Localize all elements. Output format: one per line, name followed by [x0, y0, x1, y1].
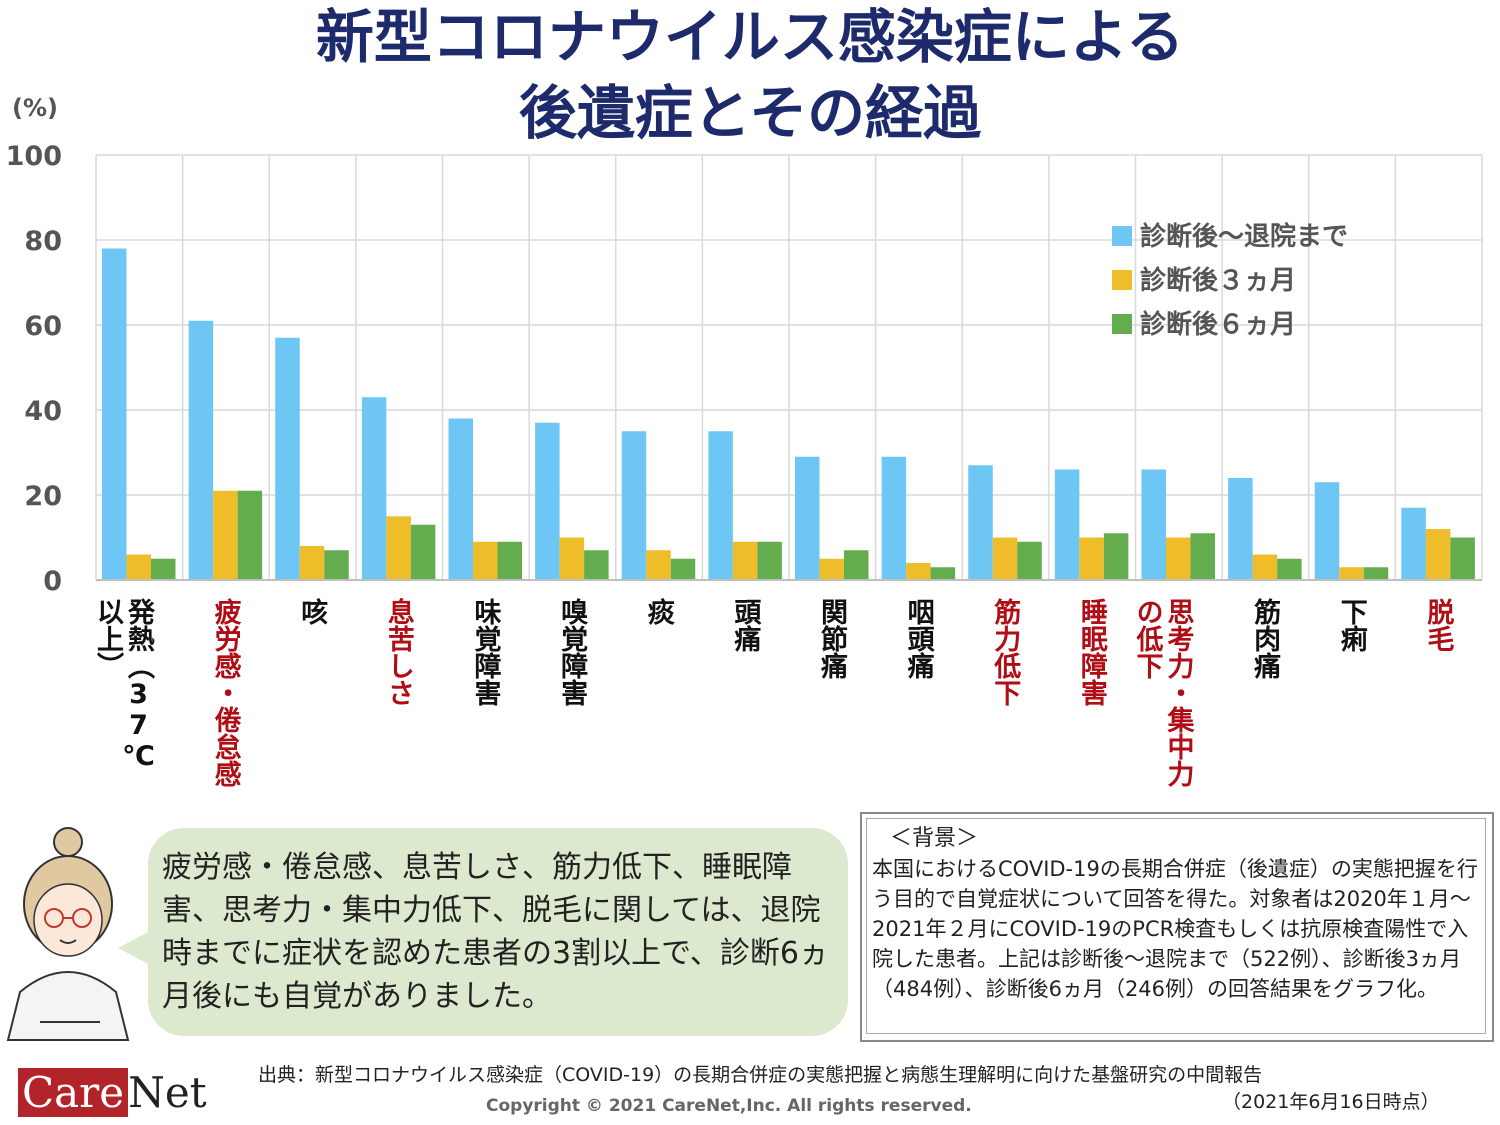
source-citation: 出典：新型コロナウイルス感染症（COVID-19）の長期合併症の実態把握と病態生…: [258, 1064, 1263, 1086]
bar: [1314, 482, 1340, 580]
speech-bubble-text: 疲労感・倦怠感、息苦しさ、筋力低下、睡眠障害、思考力・集中力低下、脱毛に関しては…: [162, 850, 829, 1014]
chart-title-line1: 新型コロナウイルス感染症による: [315, 3, 1185, 71]
bar: [670, 558, 696, 580]
logo-net: Net: [128, 1068, 207, 1117]
x-category-label: 下痢: [1335, 598, 1367, 652]
x-category-label: 脱毛: [1422, 598, 1454, 652]
bar: [1141, 469, 1166, 580]
bar: [497, 541, 522, 580]
bar: [992, 537, 1018, 580]
bar: [1252, 554, 1278, 580]
bar: [584, 550, 609, 580]
bar: [275, 337, 300, 580]
bar: [1339, 567, 1364, 580]
legend-swatch: [1112, 270, 1132, 290]
bar: [126, 554, 151, 580]
legend-label: 診断後～退院まで: [1140, 221, 1348, 252]
carenet-logo: CareNet: [18, 1068, 207, 1117]
bar: [448, 418, 473, 580]
source-date: （2021年6月16日時点）: [1222, 1091, 1440, 1113]
speech-bubble-tail: [118, 930, 152, 966]
x-category-label: 味覚障害: [469, 598, 501, 706]
bar: [1190, 533, 1215, 580]
x-category-label: 息苦しさ: [382, 598, 414, 706]
bar: [1401, 507, 1426, 580]
bar: [1228, 478, 1253, 580]
bar: [732, 541, 758, 580]
copyright-notice: Copyright © 2021 CareNet,Inc. All rights…: [486, 1096, 972, 1116]
bar: [188, 320, 214, 580]
legend-swatch: [1112, 226, 1132, 246]
y-tick-label: 40: [24, 396, 62, 427]
bar: [881, 456, 907, 580]
background-text: 本国におけるCOVID-19の長期合併症（後遺症）の実態把握を行う目的で自覚症状…: [872, 857, 1478, 1001]
x-category-label: 頭痛: [729, 598, 761, 652]
bar: [1277, 558, 1302, 580]
logo-care: Care: [18, 1068, 129, 1117]
bar: [930, 567, 956, 580]
legend-label: 診断後６ヵ月: [1140, 309, 1296, 340]
x-category-label: 疲労感・倦怠感: [209, 598, 241, 787]
bar: [906, 563, 931, 580]
x-category-label: 思考力・集中力の低下: [1131, 598, 1194, 787]
bar: [968, 465, 993, 580]
speech-bubble: [148, 828, 848, 1036]
y-axis-unit: (%): [12, 94, 58, 122]
x-category-label: 筋肉痛: [1249, 598, 1281, 679]
x-category-label: 咳: [296, 598, 328, 625]
x-category-label: 発熱（37℃ 以上）: [92, 598, 154, 772]
bar: [1363, 567, 1389, 580]
y-tick-label: 0: [43, 566, 62, 597]
nurse-avatar-icon: [6, 827, 130, 1041]
bar: [819, 558, 844, 580]
bar: [1017, 541, 1042, 580]
y-tick-label: 20: [24, 481, 62, 512]
bar: [237, 490, 263, 580]
bar: [1079, 537, 1104, 580]
background-heading: ＜背景＞: [890, 826, 979, 851]
bar: [102, 248, 127, 580]
bar: [757, 541, 782, 580]
bar: [410, 524, 436, 580]
legend-swatch: [1112, 314, 1132, 334]
y-tick-label: 100: [6, 141, 62, 172]
bar: [1425, 529, 1451, 580]
bar: [386, 516, 411, 580]
chart-title-line2: 後遺症とその経過: [518, 79, 982, 147]
bar: [559, 537, 585, 580]
bar: [844, 550, 869, 580]
bar: [1450, 537, 1475, 580]
bar: [1054, 469, 1080, 580]
bar: [708, 431, 733, 580]
legend-label: 診断後３ヵ月: [1140, 265, 1296, 296]
y-tick-label: 80: [24, 226, 62, 257]
x-category-label: 咽頭痛: [902, 598, 934, 679]
background-box-inner-border: [866, 818, 1486, 1034]
y-tick-label: 60: [24, 311, 62, 342]
bar: [213, 490, 238, 580]
bar: [361, 397, 387, 580]
bar: [535, 422, 560, 580]
bar: [646, 550, 671, 580]
x-category-label: 関節痛: [816, 598, 847, 679]
bar: [299, 546, 325, 580]
x-category-label: 痰: [642, 598, 674, 625]
bar: [621, 431, 647, 580]
x-category-label: 睡眠障害: [1075, 598, 1107, 706]
bar: [1166, 537, 1191, 580]
background-box: [860, 812, 1494, 1042]
bar: [324, 550, 349, 580]
bar: [795, 456, 820, 580]
bar: [151, 558, 176, 580]
bar: [1103, 533, 1129, 580]
x-category-label: 筋力低下: [989, 598, 1021, 706]
x-category-label: 嗅覚障害: [556, 598, 588, 706]
bar: [473, 541, 498, 580]
